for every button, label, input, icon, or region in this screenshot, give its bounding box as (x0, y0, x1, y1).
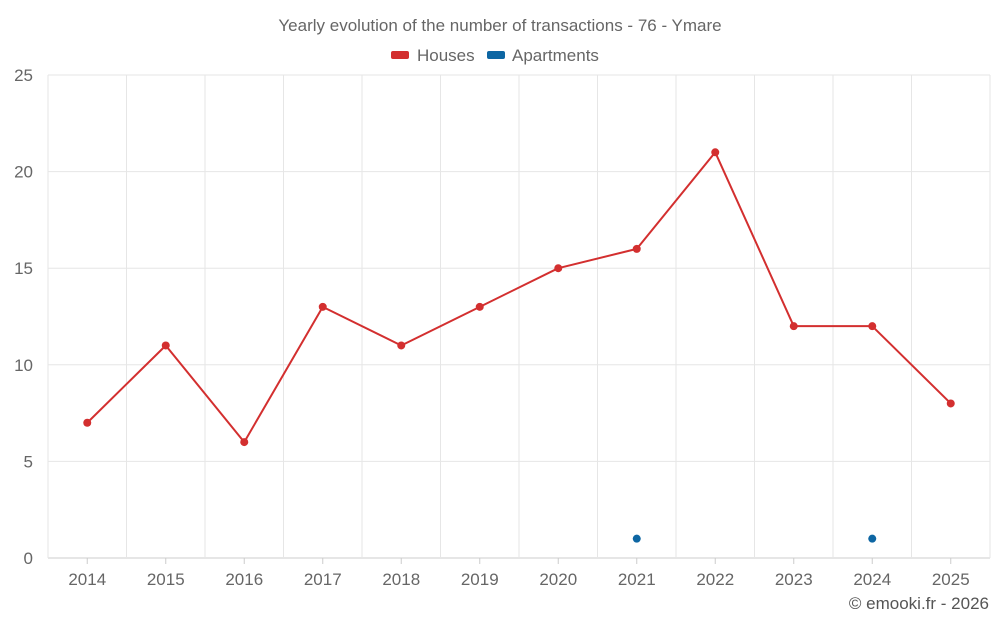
y-tick-label: 15 (14, 259, 33, 278)
y-axis-ticks: 0 5 10 15 20 25 (14, 66, 33, 568)
x-tick-label: 2019 (461, 570, 499, 589)
x-tick-label: 2015 (147, 570, 185, 589)
series-line-houses (86, 151, 952, 444)
credit-text: © emooki.fr - 2026 (849, 594, 989, 613)
legend-label-apartments: Apartments (512, 46, 599, 65)
data-point-apartments-2024[interactable] (868, 534, 877, 543)
chart-title: Yearly evolution of the number of transa… (278, 16, 721, 35)
x-tick-label: 2021 (618, 570, 656, 589)
y-tick-label: 20 (14, 163, 33, 182)
legend-swatch-apartments (487, 51, 505, 59)
data-point-houses-2024[interactable] (868, 322, 877, 331)
data-point-houses-2025[interactable] (946, 399, 955, 408)
series (83, 148, 955, 543)
data-point-houses-2014[interactable] (83, 418, 92, 427)
legend-swatch-houses (391, 51, 409, 59)
x-tick-label: 2020 (539, 570, 577, 589)
data-point-apartments-2021[interactable] (632, 534, 641, 543)
y-tick-label: 0 (24, 549, 33, 568)
x-axis-ticks: 2014 2015 2016 2017 2018 2019 2020 2021 2022 2023… (68, 558, 970, 589)
data-point-houses-2023[interactable] (789, 322, 798, 331)
data-point-houses-2016[interactable] (240, 438, 249, 447)
x-tick-label: 2024 (853, 570, 891, 589)
x-tick-label: 2014 (68, 570, 106, 589)
legend-item-apartments[interactable]: Apartments (487, 46, 599, 65)
y-tick-label: 25 (14, 66, 33, 85)
data-point-houses-2018[interactable] (397, 341, 406, 350)
data-point-houses-2022[interactable] (711, 148, 720, 157)
x-tick-label: 2018 (382, 570, 420, 589)
data-point-houses-2017[interactable] (318, 302, 327, 311)
x-tick-label: 2025 (932, 570, 970, 589)
data-point-houses-2021[interactable] (632, 244, 641, 253)
gridlines (47, 74, 991, 559)
data-point-houses-2015[interactable] (161, 341, 170, 350)
x-tick-label: 2023 (775, 570, 813, 589)
data-point-houses-2020[interactable] (554, 264, 563, 273)
y-tick-label: 10 (14, 356, 33, 375)
legend-label-houses: Houses (417, 46, 475, 65)
legend-item-houses[interactable]: Houses (391, 46, 475, 65)
x-tick-label: 2016 (225, 570, 263, 589)
legend: Houses Apartments (391, 46, 599, 65)
data-point-houses-2019[interactable] (475, 302, 484, 311)
y-tick-label: 5 (24, 452, 33, 471)
x-tick-label: 2017 (304, 570, 342, 589)
x-tick-label: 2022 (696, 570, 734, 589)
